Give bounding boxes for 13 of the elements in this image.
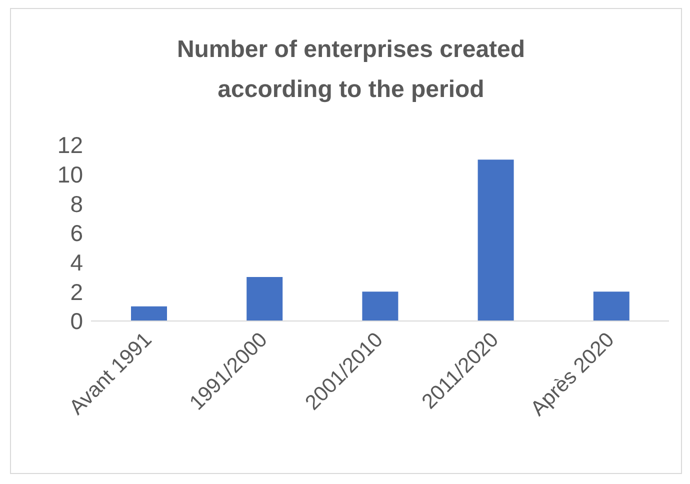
y-tick-label: 12 [57, 132, 83, 158]
y-tick-label: 0 [70, 308, 83, 334]
bar [246, 277, 283, 321]
bar [478, 160, 514, 321]
y-tick-label: 6 [70, 220, 83, 246]
chart-title: Number of enterprises created according to the period [176, 35, 526, 105]
y-tick-label: 8 [70, 190, 83, 217]
y-tick-label: 2 [70, 278, 83, 305]
y-tick-label: 4 [70, 250, 84, 276]
bar [362, 292, 398, 321]
bar [593, 292, 630, 321]
y-tick-label: 10 [57, 162, 83, 188]
bar [131, 306, 167, 321]
